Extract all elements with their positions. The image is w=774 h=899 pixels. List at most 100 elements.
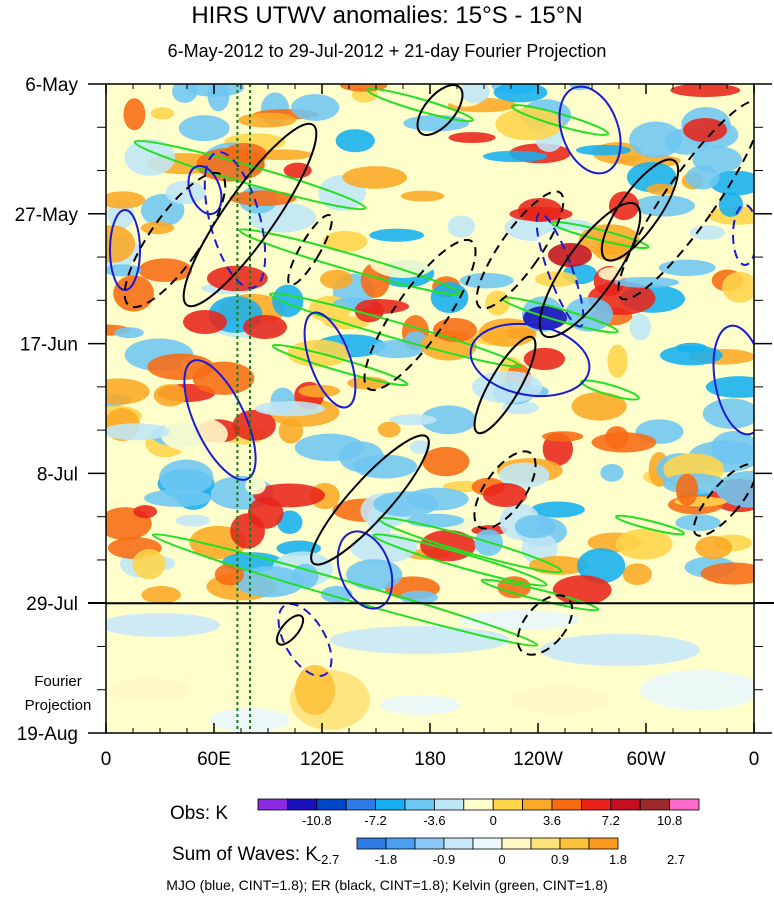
obs-anomaly-patch [347,376,388,390]
projection-label: Fourier Projection [25,673,92,714]
obs-anomaly-patch [294,433,365,462]
x-tick-label: 60E [197,749,231,770]
obs-anomaly-patch [237,112,297,128]
waves-colorbar-swatch [559,837,590,850]
obs-colorbar-tick-label: -3.6 [423,813,445,828]
mjo-contour [187,164,223,216]
obs-anomaly-patch [575,144,631,156]
obs-anomaly-patch [498,462,550,488]
obs-anomaly-patch [675,473,699,506]
obs-anomaly-patch [346,559,403,591]
obs-colorbar-swatch [551,798,582,811]
obs-anomaly-patch [447,215,476,238]
obs-anomaly-patch [232,409,276,441]
obs-anomaly-patch [629,313,651,341]
waves-colorbar: -2.7 -1.8 -0.9 0 0.9 1.8 2.7 [317,837,685,867]
projection-anomaly-field [106,610,754,732]
obs-anomaly-patch [615,528,673,560]
obs-colorbar-swatch [639,798,671,811]
obs-anomaly-patch [229,190,297,206]
er-contour [287,214,333,286]
er-contour [516,594,574,656]
y-tick-label: 29-Jul [26,594,78,615]
kelvin-contour [550,220,650,250]
projection-anomaly-patch [640,670,754,710]
obs-anomaly-patch [322,230,368,253]
obs-anomaly-patch [252,149,313,161]
obs-anomaly-patch [235,566,305,598]
kelvin-contour [615,514,685,536]
obs-anomaly-patch [683,118,727,142]
obs-colorbar-swatch [669,798,700,811]
reference-lines [236,84,251,733]
er-contour [538,201,642,339]
chart-subtitle: 6-May-2012 to 29-Jul-2012 + 21-day Fouri… [167,41,607,61]
obs-anomaly-patch [369,228,425,242]
projection-anomaly-patch [295,665,335,715]
obs-anomaly-patch [350,532,418,564]
obs-anomaly-patch [722,271,754,303]
x-tick-label: 0 [101,749,112,770]
er-contour [416,84,464,136]
obs-anomaly-patch [283,162,312,179]
waves-colorbar-tick-label: 2.7 [667,852,685,867]
obs-anomaly-patch [614,276,680,288]
obs-anomaly-patch [377,421,401,438]
obs-anomaly-patch [552,575,612,603]
obs-colorbar-swatch [581,798,612,811]
mjo-contour [469,322,591,398]
obs-colorbar-swatch [257,798,288,811]
obs-anomaly-patch [430,282,469,314]
obs-anomaly-patch [335,129,375,153]
waves-colorbar-tick-label: 0 [498,852,505,867]
obs-anomaly-patch [106,225,136,263]
kelvin-contour [372,533,548,587]
obs-anomaly-patch [591,432,657,453]
mjo-contour [732,204,754,266]
obs-anomaly-patch [530,501,585,518]
projection-anomaly-patch [540,634,700,666]
obs-anomaly-patch [608,191,640,221]
mjo-contour [336,530,394,610]
x-tick-label: 120W [513,749,563,770]
obs-anomaly-patch [689,225,726,240]
obs-anomaly-patch [178,115,230,142]
obs-anomaly-patch [140,193,185,227]
waves-colorbar-swatch [414,837,445,850]
obs-anomaly-patch [133,505,158,519]
projection-anomaly-patch [330,626,510,654]
er-contour [310,434,430,566]
mjo-contour [303,311,357,409]
obs-anomaly-patch [106,423,170,441]
er-contour [275,614,305,646]
y-tick-label: 6-May [25,75,78,96]
kelvin-contour [238,228,462,296]
waves-colorbar-tick-label: -2.7 [317,852,339,867]
kelvin-contour [269,292,521,368]
kelvin-contour [580,379,640,401]
obs-anomaly-patch [700,562,754,585]
waves-colorbar-swatch [501,837,532,850]
obs-anomaly-patch [670,84,741,97]
obs-anomaly-patch [153,384,188,407]
er-contour [473,450,537,530]
waves-colorbar-swatch [385,837,416,850]
projection-anomaly-patch [380,695,460,715]
waves-colorbar-swatch [356,837,387,850]
obs-anomaly-patch [160,416,228,452]
obs-colorbar-swatch [286,798,318,811]
obs-anomaly-patch [578,224,640,256]
waves-colorbar-tick-label: 1.8 [609,852,627,867]
er-contour [363,238,477,392]
obs-anomaly-patch [369,246,437,278]
projection-label-line: Fourier [34,673,82,690]
obs-anomaly-patch [400,190,445,202]
waves-colorbar-tick-label: 0.9 [551,852,569,867]
obs-colorbar-tick-label: -7.2 [364,813,386,828]
kelvin-contour [133,139,367,211]
obs-anomaly-patch [403,115,470,132]
projection-anomaly-patch [110,678,190,702]
projection-anomaly-patch [460,610,580,630]
obs-anomaly-patch [291,94,340,121]
waves-colorbar-tick-label: -1.8 [375,852,397,867]
